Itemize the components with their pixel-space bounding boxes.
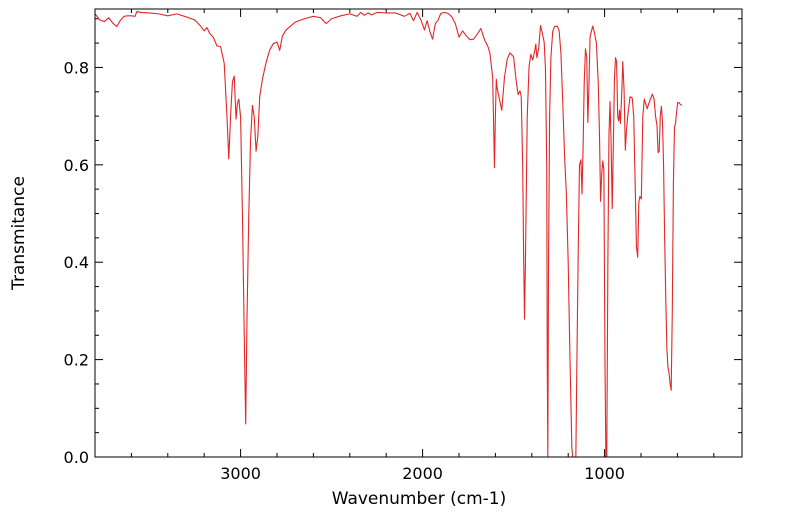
y-tick-label: 0.8: [64, 58, 89, 77]
x-tick-label: 3000: [220, 464, 261, 483]
x-tick-label: 2000: [402, 464, 443, 483]
y-tick-label: 0.4: [64, 253, 89, 272]
y-tick-label: 0.2: [64, 351, 89, 370]
x-axis-label: Wavenumber (cm-1): [332, 489, 507, 509]
spectrum-series: [95, 10, 683, 457]
plot-frame: [94, 8, 743, 458]
tick-labels: 3000 2000 1000 0.0 0.2 0.4 0.6 0.8: [64, 58, 625, 483]
axis-ticks: [95, 9, 742, 458]
x-tick-label: 1000: [584, 464, 625, 483]
y-axis-label: Transmitance: [9, 176, 29, 291]
y-tick-label: 0.6: [64, 156, 89, 175]
y-tick-label: 0.0: [64, 448, 89, 467]
spectrum-line: [95, 10, 683, 457]
